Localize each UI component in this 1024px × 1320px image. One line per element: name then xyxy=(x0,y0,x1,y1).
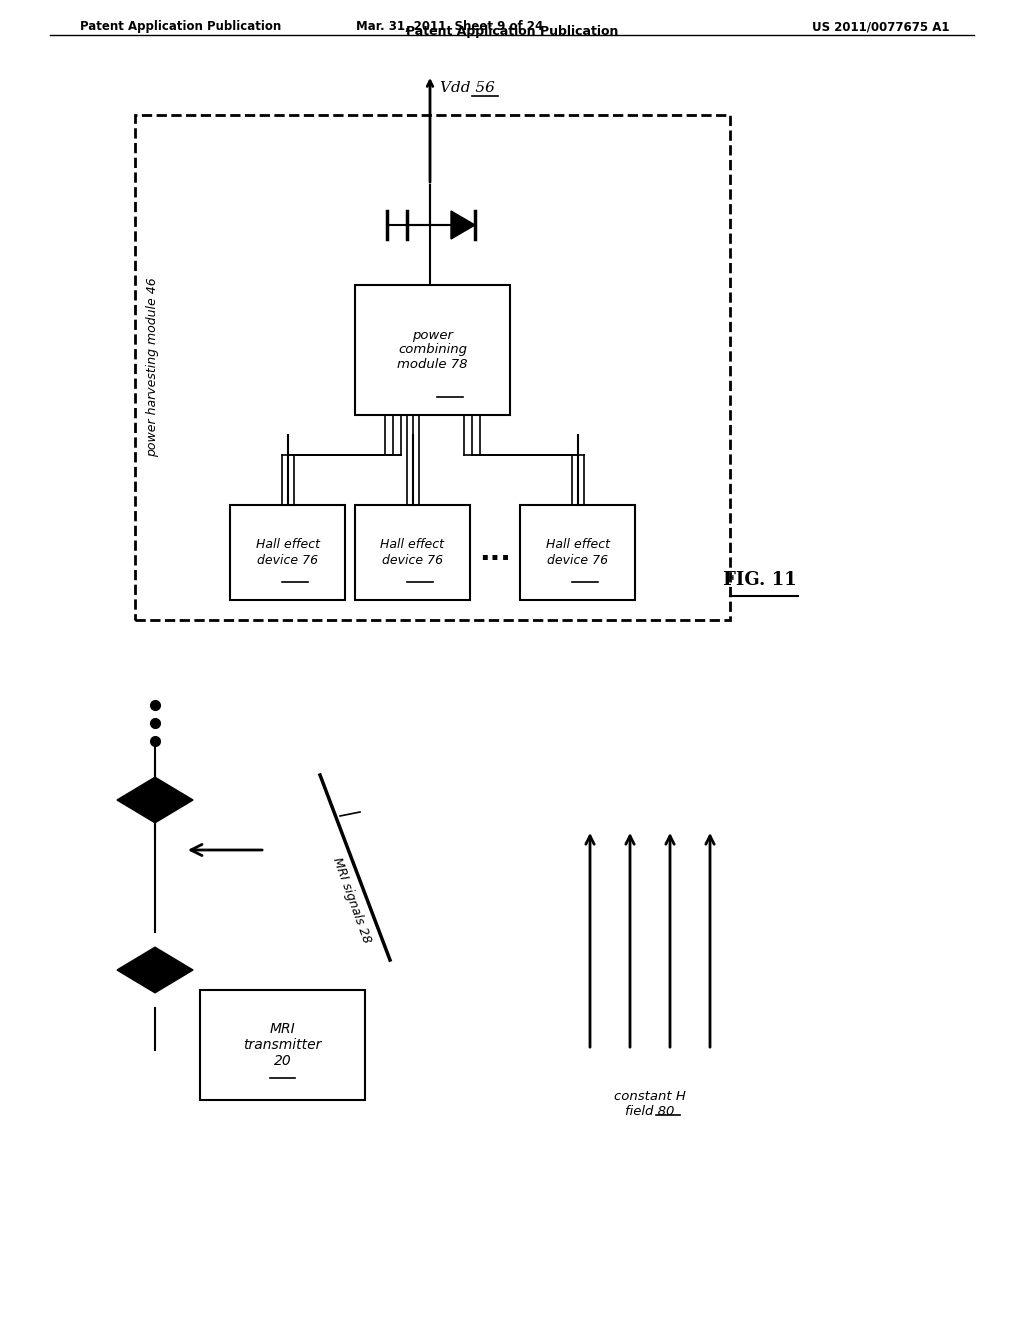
Text: Patent Application Publication: Patent Application Publication xyxy=(80,20,282,33)
Text: power harvesting module 46: power harvesting module 46 xyxy=(146,277,160,457)
FancyBboxPatch shape xyxy=(355,285,510,414)
Text: US 2011/0077675 A1: US 2011/0077675 A1 xyxy=(812,20,950,33)
Text: MRI signals 28: MRI signals 28 xyxy=(330,855,373,945)
FancyBboxPatch shape xyxy=(355,506,470,601)
Text: Hall effect
device 76: Hall effect device 76 xyxy=(381,539,444,566)
Text: Vdd 56: Vdd 56 xyxy=(440,81,495,95)
Text: Mar. 31, 2011  Sheet 9 of 24: Mar. 31, 2011 Sheet 9 of 24 xyxy=(356,20,544,33)
Text: ...: ... xyxy=(479,539,511,566)
Text: Hall effect
device 76: Hall effect device 76 xyxy=(546,539,609,566)
FancyBboxPatch shape xyxy=(200,990,365,1100)
FancyBboxPatch shape xyxy=(135,115,730,620)
Text: constant H
field 80: constant H field 80 xyxy=(614,1090,686,1118)
Polygon shape xyxy=(117,777,193,822)
Text: Hall effect
device 76: Hall effect device 76 xyxy=(256,539,319,566)
Text: power
combining
module 78: power combining module 78 xyxy=(397,329,468,371)
FancyBboxPatch shape xyxy=(230,506,345,601)
Polygon shape xyxy=(117,948,193,993)
Text: Patent Application Publication: Patent Application Publication xyxy=(406,25,618,38)
FancyBboxPatch shape xyxy=(520,506,635,601)
Text: FIG. 11: FIG. 11 xyxy=(723,572,797,589)
Polygon shape xyxy=(451,211,475,239)
Text: MRI
transmitter
20: MRI transmitter 20 xyxy=(244,1022,322,1068)
